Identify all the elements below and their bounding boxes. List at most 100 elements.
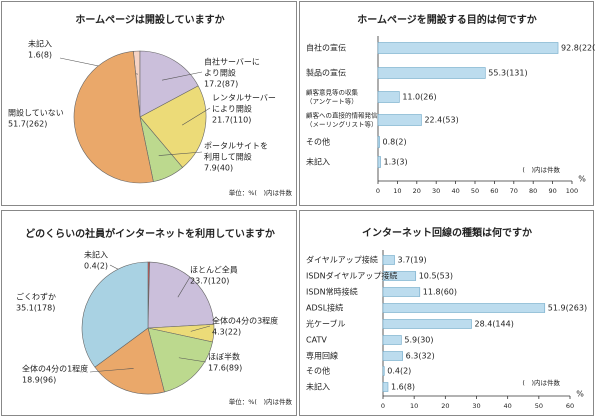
x-tick-label: 0 xyxy=(381,402,385,410)
x-tick-label: 40 xyxy=(504,402,512,410)
pie-slice xyxy=(73,51,154,184)
x-tick-label: 80 xyxy=(529,187,537,195)
bar xyxy=(377,136,380,148)
value-label: 21.7(110) xyxy=(212,116,251,125)
leader-line xyxy=(89,368,134,373)
value-label: 1.6(8) xyxy=(391,383,415,392)
category-label: 自社の宣伝 xyxy=(306,43,346,53)
x-axis-label: % xyxy=(576,390,584,399)
slice-label: ごくわずか xyxy=(16,292,56,302)
value-label: 3.7(19) xyxy=(398,256,427,265)
category-label: CATV xyxy=(306,336,327,345)
category-label: ADSL接続 xyxy=(306,303,343,313)
x-tick-label: 50 xyxy=(471,187,479,195)
category-label: 未記入 xyxy=(306,382,330,392)
value-label: 0.4(2) xyxy=(84,262,108,271)
value-label: 11.0(26) xyxy=(402,93,436,102)
value-label: 35.1(178) xyxy=(16,304,55,313)
category-label: ISDN常時接続 xyxy=(306,287,358,297)
value-label: 55.3(131) xyxy=(488,69,527,78)
category-label: 専用回線 xyxy=(306,351,338,361)
slice-label: より開設 xyxy=(204,68,236,78)
pie-slice xyxy=(147,327,213,393)
note: 単位：%( )内は件数 xyxy=(229,188,293,197)
category-label: その他 xyxy=(306,366,330,376)
x-tick-label: 20 xyxy=(413,187,421,195)
x-tick-label: 70 xyxy=(510,187,518,195)
value-label: 51.9(263) xyxy=(548,304,587,313)
x-tick-label: 30 xyxy=(432,187,440,195)
chart-title: インターネット回線の種類は何ですか xyxy=(362,226,532,239)
value-label: 0.4(2) xyxy=(387,367,411,376)
bar xyxy=(382,255,395,265)
value-label: 22.4(53) xyxy=(424,116,458,125)
x-tick-label: 30 xyxy=(472,402,480,410)
x-tick-label: 50 xyxy=(535,402,543,410)
x-tick-label: 60 xyxy=(566,402,574,410)
x-tick-label: 20 xyxy=(441,402,449,410)
slice-label: 自社サーバーに xyxy=(204,57,260,67)
value-label: 1.6(8) xyxy=(28,51,52,60)
slice-label: 未記入 xyxy=(84,250,108,260)
x-tick-label: 10 xyxy=(410,402,418,410)
bar xyxy=(377,114,422,126)
value-label: 10.5(53) xyxy=(419,272,453,281)
x-tick-label: 100 xyxy=(566,187,578,195)
slice-label: 全体の4分の1程度 xyxy=(22,364,88,374)
value-label: 5.9(30) xyxy=(404,336,433,345)
x-axis-label: % xyxy=(578,175,586,184)
category-label: 光ケーブル xyxy=(306,319,346,329)
leader-line xyxy=(177,276,191,298)
bar xyxy=(377,156,381,168)
leader-line xyxy=(190,325,211,332)
leader-line xyxy=(178,357,207,363)
category-label: （メーリングリスト等） xyxy=(306,120,378,129)
slice-label: レンタルサーバー xyxy=(212,94,276,103)
value-label: 11.8(60) xyxy=(423,288,457,297)
value-label: 0.8(2) xyxy=(383,138,407,147)
bar xyxy=(382,366,385,376)
slice-label: 利用して開設 xyxy=(204,152,252,162)
category-label: 顧客意見等の収集 xyxy=(306,88,359,97)
pie-slice xyxy=(81,261,149,368)
bar xyxy=(382,271,417,281)
value-label: 6.3(32) xyxy=(406,352,435,361)
category-label: ダイヤルアップ接続 xyxy=(306,255,378,265)
bar xyxy=(377,67,486,79)
category-label: ISDNダイヤルアップ接続 xyxy=(306,271,397,281)
panel xyxy=(299,210,594,416)
value-label: 4.3(22) xyxy=(212,328,241,337)
x-tick-label: 90 xyxy=(548,187,556,195)
pie-slice xyxy=(139,50,199,118)
panel xyxy=(1,1,297,206)
value-label: 17.6(89) xyxy=(208,364,242,373)
value-label: 1.3(3) xyxy=(384,158,408,167)
panel xyxy=(1,210,297,416)
note: ( )内は件数 xyxy=(522,165,560,174)
pie-slice xyxy=(147,261,215,329)
chart-title: ホームページを開設する目的は何ですか xyxy=(357,13,537,26)
slice-label: ほぼ半数 xyxy=(208,352,240,362)
value-label: 7.9(40) xyxy=(204,164,233,173)
value-label: 92.8(220) xyxy=(561,44,595,53)
bar xyxy=(382,335,402,345)
category-label: その他 xyxy=(306,137,330,147)
bar xyxy=(377,91,400,103)
bar xyxy=(382,303,546,313)
value-label: 23.7(120) xyxy=(190,277,229,286)
x-tick-label: 60 xyxy=(490,187,498,195)
x-tick-label: 10 xyxy=(393,187,401,195)
bar xyxy=(382,382,389,392)
x-tick-label: 0 xyxy=(376,187,380,195)
slice-label: ほとんど全員 xyxy=(190,265,238,275)
bar xyxy=(382,287,421,297)
slice-label: により開設 xyxy=(212,104,252,114)
chart-title: ホームページは開設していますか xyxy=(75,13,224,26)
slice-label: ポータルサイトを xyxy=(204,142,268,151)
leader-line xyxy=(161,71,203,81)
slice-label: 開設していない xyxy=(8,108,64,118)
x-tick-label: 40 xyxy=(451,187,459,195)
chart-title: どのくらいの社員がインターネットを利用していますか xyxy=(25,227,275,240)
leader-line xyxy=(158,151,203,156)
slice-label: 全体の4分の3程度 xyxy=(212,316,278,326)
